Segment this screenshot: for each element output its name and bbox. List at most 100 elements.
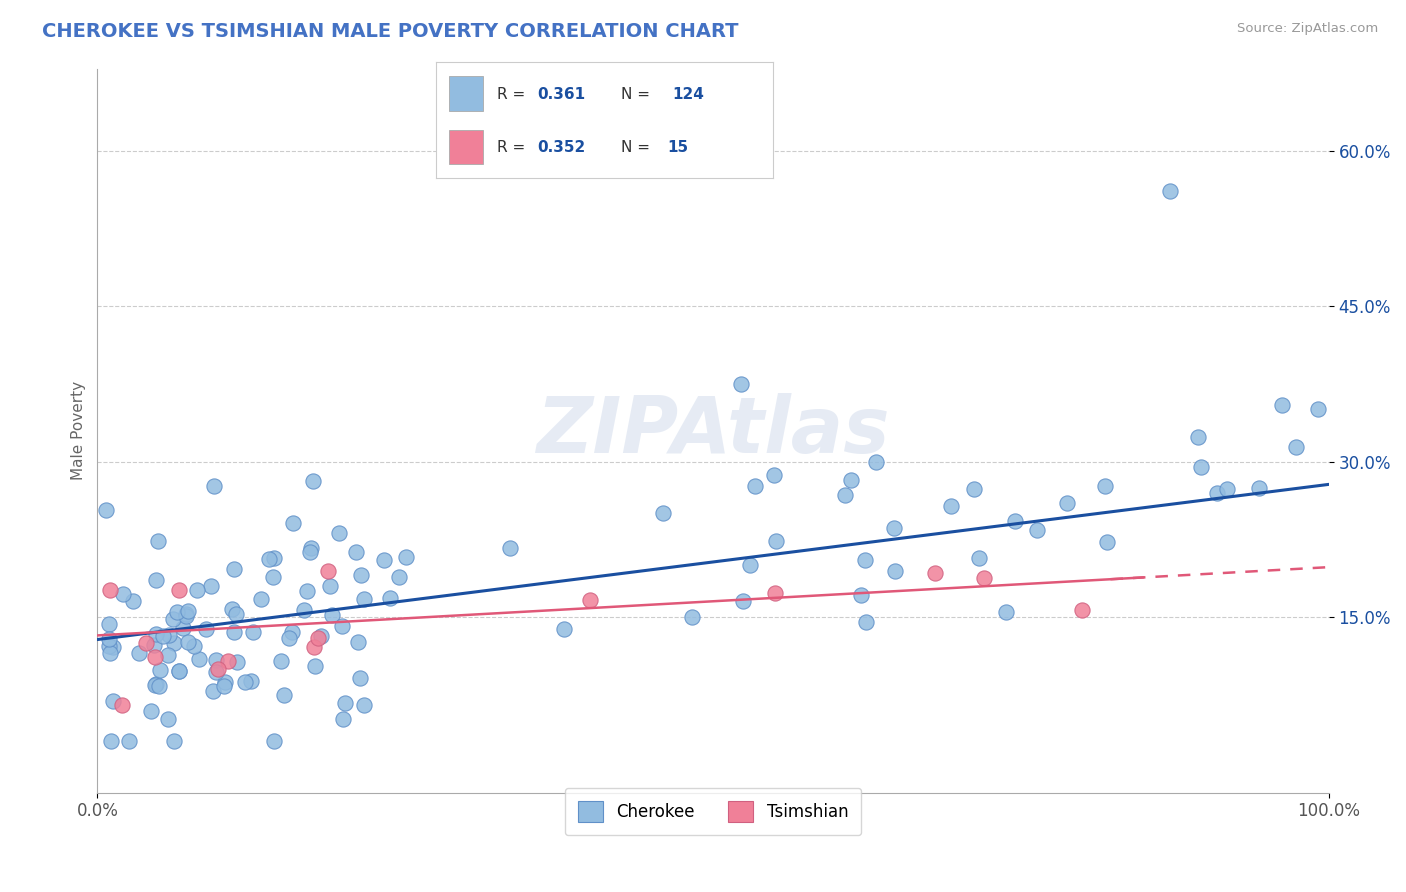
Point	[166, 606, 188, 620]
Point	[388, 569, 411, 583]
Point	[145, 677, 167, 691]
Point	[762, 467, 785, 482]
Point	[117, 734, 139, 748]
Point	[319, 579, 342, 593]
Point	[152, 629, 174, 643]
Point	[1215, 483, 1237, 497]
Point	[328, 526, 350, 541]
Y-axis label: Male Poverty: Male Poverty	[72, 381, 86, 480]
Point	[143, 678, 166, 692]
Point	[963, 482, 986, 496]
Point	[333, 696, 356, 710]
Point	[225, 607, 247, 622]
Text: R =: R =	[496, 139, 530, 154]
Point	[128, 646, 150, 660]
Point	[143, 649, 166, 664]
Point	[242, 624, 264, 639]
Point	[176, 604, 198, 618]
Point	[353, 698, 375, 712]
Point	[302, 640, 325, 654]
Point	[98, 640, 121, 654]
Point	[1270, 398, 1292, 412]
Point	[202, 478, 225, 492]
Point	[395, 549, 418, 564]
Point	[195, 623, 218, 637]
Point	[730, 377, 752, 392]
Point	[499, 541, 522, 555]
Point	[855, 615, 877, 629]
Point	[1191, 459, 1213, 474]
Point	[222, 625, 245, 640]
Point	[157, 628, 180, 642]
Text: R =: R =	[496, 87, 530, 103]
Point	[135, 636, 157, 650]
Point	[97, 617, 120, 632]
Point	[298, 545, 321, 559]
Point	[346, 635, 368, 649]
Point	[1056, 496, 1078, 510]
Point	[262, 570, 284, 584]
Point	[167, 664, 190, 678]
Point	[205, 653, 228, 667]
Point	[281, 516, 304, 530]
Point	[239, 674, 262, 689]
Point	[148, 679, 170, 693]
Point	[100, 734, 122, 748]
Point	[94, 503, 117, 517]
Point	[373, 552, 395, 566]
Point	[233, 675, 256, 690]
Point	[263, 734, 285, 748]
Point	[1004, 514, 1026, 528]
Point	[156, 648, 179, 662]
Text: Source: ZipAtlas.com: Source: ZipAtlas.com	[1237, 22, 1378, 36]
Point	[186, 583, 208, 598]
Point	[1094, 479, 1116, 493]
Point	[939, 499, 962, 513]
Point	[311, 629, 333, 643]
Point	[263, 551, 285, 566]
Point	[839, 473, 862, 487]
Point	[1247, 481, 1270, 495]
Point	[98, 582, 121, 597]
Point	[301, 474, 323, 488]
Point	[167, 582, 190, 597]
Point	[865, 455, 887, 469]
Point	[353, 591, 375, 606]
FancyBboxPatch shape	[450, 129, 484, 164]
Point	[163, 733, 186, 747]
Point	[226, 655, 249, 669]
Point	[1306, 401, 1329, 416]
Point	[553, 622, 575, 636]
Point	[112, 586, 135, 600]
Point	[295, 583, 318, 598]
Point	[202, 684, 225, 698]
Text: 15: 15	[666, 139, 688, 154]
Point	[259, 552, 281, 566]
Point	[1097, 534, 1119, 549]
Point	[321, 608, 343, 623]
Point	[967, 551, 990, 566]
Point	[834, 488, 856, 502]
Point	[350, 568, 373, 582]
Point	[163, 636, 186, 650]
FancyBboxPatch shape	[450, 77, 484, 112]
Point	[103, 640, 125, 655]
Text: 124: 124	[672, 87, 704, 103]
Point	[332, 712, 354, 726]
Point	[349, 671, 371, 685]
Point	[1026, 523, 1049, 537]
Point	[344, 544, 367, 558]
Point	[167, 664, 190, 678]
Point	[380, 591, 402, 605]
Point	[212, 679, 235, 693]
Point	[1071, 603, 1094, 617]
Point	[1159, 184, 1181, 198]
Text: ZIPAtlas: ZIPAtlas	[536, 392, 890, 468]
Point	[101, 694, 124, 708]
Point	[177, 635, 200, 649]
Point	[121, 594, 143, 608]
Point	[157, 712, 180, 726]
Point	[176, 607, 198, 621]
Point	[162, 612, 184, 626]
Text: CHEROKEE VS TSIMSHIAN MALE POVERTY CORRELATION CHART: CHEROKEE VS TSIMSHIAN MALE POVERTY CORRE…	[42, 22, 738, 41]
